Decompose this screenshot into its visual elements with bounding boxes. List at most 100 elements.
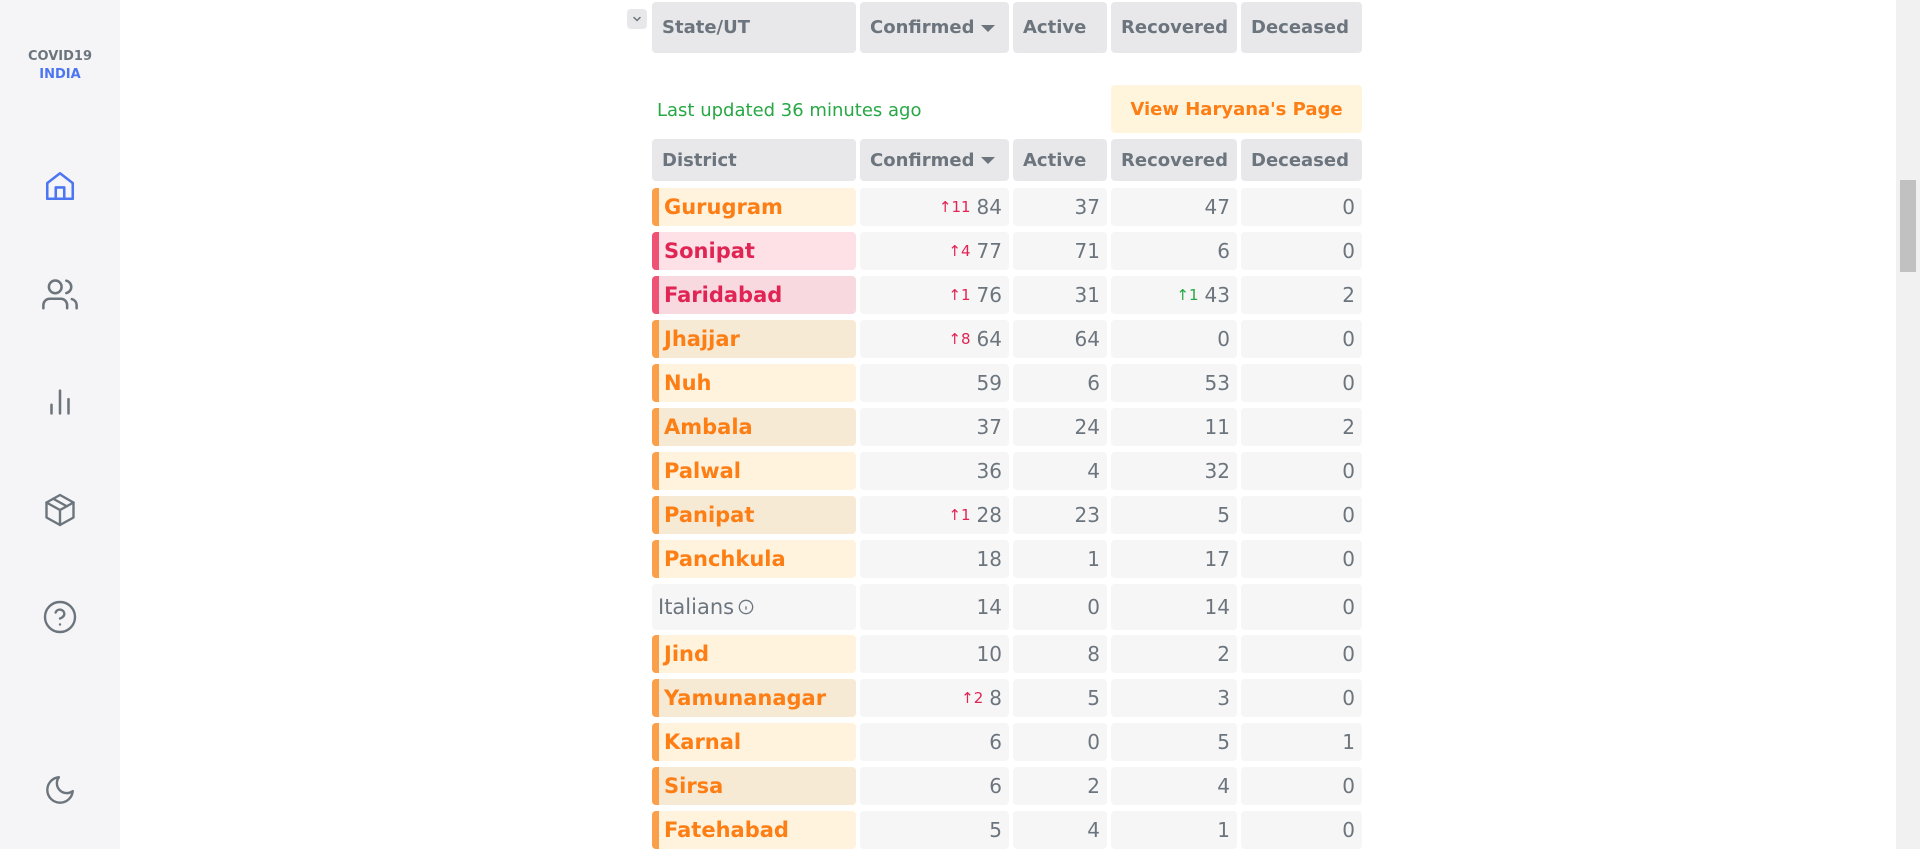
package-icon[interactable]	[38, 488, 82, 532]
state-table-header-label: Recovered	[1121, 17, 1229, 38]
recovered-value: 32	[1204, 459, 1230, 483]
recovered-value: 11	[1204, 415, 1230, 439]
recovered-cell: 4	[1111, 767, 1237, 805]
users-icon[interactable]	[38, 272, 82, 316]
deceased-value: 2	[1342, 415, 1355, 439]
deceased-cell: 0	[1241, 364, 1362, 402]
deceased-value: 0	[1342, 686, 1355, 710]
confirmed-value: 84	[976, 195, 1002, 219]
district-table-header-1[interactable]: Confirmed	[860, 139, 1009, 181]
confirmed-delta-value: 11	[951, 198, 971, 216]
district-name-cell[interactable]: Sonipat	[652, 232, 856, 270]
confirmed-cell: 36	[860, 452, 1009, 490]
district-table-header-4[interactable]: Deceased	[1241, 139, 1362, 181]
district-name-cell[interactable]: Palwal	[652, 452, 856, 490]
confirmed-cell: 5	[860, 811, 1009, 849]
district-table-header-2[interactable]: Active	[1013, 139, 1107, 181]
confirmed-delta-value: 1	[961, 286, 971, 304]
district-name-cell[interactable]: Sirsa	[652, 767, 856, 805]
bar-chart-icon[interactable]	[38, 380, 82, 424]
scrollbar-thumb[interactable]	[1900, 180, 1916, 272]
active-cell: 0	[1013, 584, 1107, 630]
district-name-cell[interactable]: Italians	[652, 584, 856, 630]
district-name: Panchkula	[664, 547, 786, 571]
district-name-cell[interactable]: Nuh	[652, 364, 856, 402]
district-name: Karnal	[664, 730, 742, 754]
district-name-cell[interactable]: Jind	[652, 635, 856, 673]
confirmed-delta: ↑1	[948, 286, 970, 304]
district-name-cell[interactable]: Karnal	[652, 723, 856, 761]
recovered-cell: 11	[1111, 408, 1237, 446]
recovered-cell: 47	[1111, 188, 1237, 226]
state-table-header-label: Deceased	[1251, 17, 1349, 38]
district-name: Jind	[664, 642, 709, 666]
app-logo[interactable]: COVID19 INDIA	[0, 48, 120, 84]
district-name-cell[interactable]: Yamunanagar	[652, 679, 856, 717]
view-state-page-button[interactable]: View Haryana's Page	[1111, 85, 1362, 133]
district-name-cell[interactable]: Jhajjar	[652, 320, 856, 358]
district-name: Sonipat	[664, 239, 755, 263]
zone-indicator	[652, 232, 659, 270]
deceased-value: 0	[1342, 327, 1355, 351]
zone-indicator	[652, 811, 659, 849]
state-table-header-1[interactable]: Confirmed	[860, 2, 1009, 53]
confirmed-cell: 18	[860, 540, 1009, 578]
state-table-header-4[interactable]: Deceased	[1241, 2, 1362, 53]
scrollbar[interactable]	[1896, 0, 1920, 849]
district-name: Nuh	[664, 371, 712, 395]
active-value: 37	[1074, 195, 1100, 219]
active-value: 64	[1074, 327, 1100, 351]
state-table-header-2[interactable]: Active	[1013, 2, 1107, 53]
moon-icon[interactable]	[38, 768, 82, 812]
deceased-cell: 0	[1241, 540, 1362, 578]
recovered-cell: 17	[1111, 540, 1237, 578]
zone-indicator	[652, 276, 659, 314]
active-cell: 31	[1013, 276, 1107, 314]
district-name: Panipat	[664, 503, 755, 527]
info-icon[interactable]	[738, 599, 754, 615]
arrow-up-icon: ↑	[1176, 286, 1189, 304]
confirmed-delta-value: 2	[973, 689, 984, 707]
district-name-cell[interactable]: Panchkula	[652, 540, 856, 578]
confirmed-value: 76	[976, 283, 1002, 307]
active-cell: 0	[1013, 723, 1107, 761]
district-name: Palwal	[664, 459, 741, 483]
deceased-value: 0	[1342, 371, 1355, 395]
active-cell: 6	[1013, 364, 1107, 402]
recovered-value: 4	[1217, 774, 1230, 798]
recovered-cell: 6	[1111, 232, 1237, 270]
arrow-up-icon: ↑	[961, 689, 974, 707]
collapse-chevron-icon[interactable]	[627, 9, 647, 29]
district-name-cell[interactable]: Panipat	[652, 496, 856, 534]
recovered-value: 47	[1204, 195, 1230, 219]
state-table-header-0[interactable]: State/UT	[652, 2, 856, 53]
recovered-value: 17	[1204, 547, 1230, 571]
deceased-cell: 2	[1241, 408, 1362, 446]
district-name: Jhajjar	[664, 327, 740, 351]
district-table-header-3[interactable]: Recovered	[1111, 139, 1237, 181]
district-table-header-0[interactable]: District	[652, 139, 856, 181]
deceased-value: 0	[1342, 503, 1355, 527]
help-circle-icon[interactable]	[38, 595, 82, 639]
district-table-header-label: Active	[1023, 149, 1087, 171]
district-name-cell[interactable]: Faridabad	[652, 276, 856, 314]
district-name-cell[interactable]: Gurugram	[652, 188, 856, 226]
district-name: Fatehabad	[664, 818, 789, 842]
district-name: Sirsa	[664, 774, 724, 798]
active-value: 71	[1074, 239, 1100, 263]
state-table-header-3[interactable]: Recovered	[1111, 2, 1237, 53]
district-name-cell[interactable]: Ambala	[652, 408, 856, 446]
confirmed-cell: 14	[860, 584, 1009, 630]
district-name: Gurugram	[664, 195, 783, 219]
home-icon[interactable]	[38, 164, 82, 208]
recovered-cell: 14	[1111, 584, 1237, 630]
sidebar: COVID19 INDIA	[0, 0, 120, 849]
recovered-cell: 53	[1111, 364, 1237, 402]
zone-indicator	[652, 540, 659, 578]
active-value: 6	[1087, 371, 1100, 395]
deceased-value: 2	[1342, 283, 1355, 307]
active-value: 23	[1074, 503, 1100, 527]
recovered-cell: 5	[1111, 723, 1237, 761]
active-cell: 64	[1013, 320, 1107, 358]
district-name-cell[interactable]: Fatehabad	[652, 811, 856, 849]
